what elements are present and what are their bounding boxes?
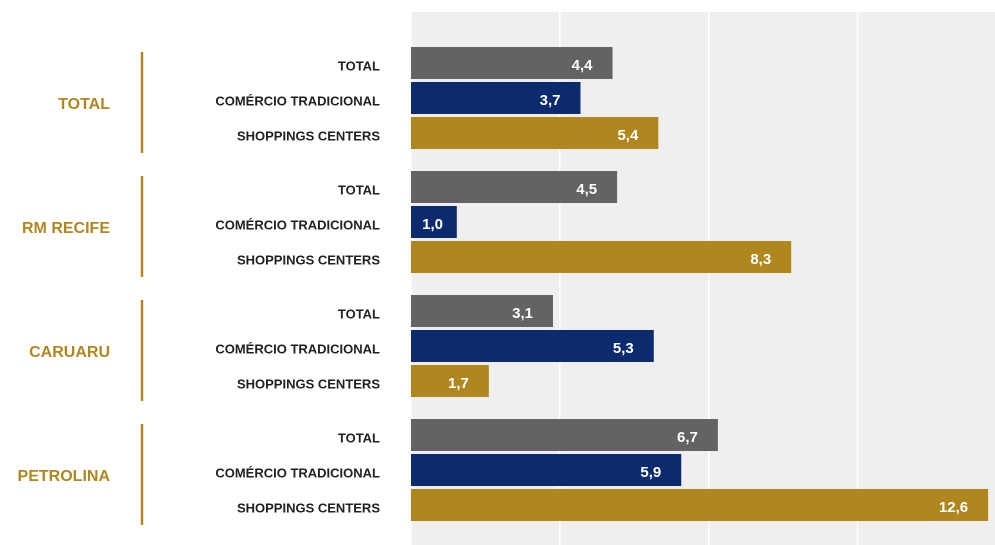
bar (411, 241, 792, 273)
row-label: COMÉRCIO TRADICIONAL (215, 341, 380, 356)
group-label: CARUARU (29, 344, 110, 361)
value-label: 6,7 (677, 429, 698, 446)
row-label: TOTAL (338, 430, 380, 445)
bar (411, 330, 654, 362)
row-label: TOTAL (338, 182, 380, 197)
value-label: 1,0 (422, 216, 443, 233)
row-label: COMÉRCIO TRADICIONAL (215, 465, 380, 480)
value-label: 5,9 (640, 464, 661, 481)
bar (411, 117, 659, 149)
bar (411, 489, 989, 521)
row-label: SHOPPINGS CENTERS (237, 252, 380, 267)
bar (411, 365, 489, 397)
value-label: 4,4 (572, 57, 594, 74)
group-label: RM RECIFE (22, 220, 110, 237)
bar (411, 47, 613, 79)
value-label: 12,6 (939, 499, 968, 516)
value-label: 5,3 (613, 340, 634, 357)
value-label: 4,5 (576, 181, 597, 198)
value-label: 1,7 (448, 375, 469, 392)
bar (411, 171, 618, 203)
bar (411, 454, 682, 486)
row-label: TOTAL (338, 58, 380, 73)
row-label: COMÉRCIO TRADICIONAL (215, 217, 380, 232)
bar (411, 419, 718, 451)
bar (411, 82, 581, 114)
bar (411, 295, 553, 327)
value-label: 5,4 (617, 127, 639, 144)
group-label: TOTAL (58, 96, 110, 113)
value-label: 3,7 (540, 92, 561, 109)
row-label: SHOPPINGS CENTERS (237, 376, 380, 391)
row-label: COMÉRCIO TRADICIONAL (215, 93, 380, 108)
row-label: SHOPPINGS CENTERS (237, 500, 380, 515)
group-label: PETROLINA (18, 468, 111, 485)
bar (411, 206, 457, 238)
row-label: TOTAL (338, 306, 380, 321)
value-label: 8,3 (750, 251, 771, 268)
row-label: SHOPPINGS CENTERS (237, 128, 380, 143)
value-label: 3,1 (512, 305, 533, 322)
